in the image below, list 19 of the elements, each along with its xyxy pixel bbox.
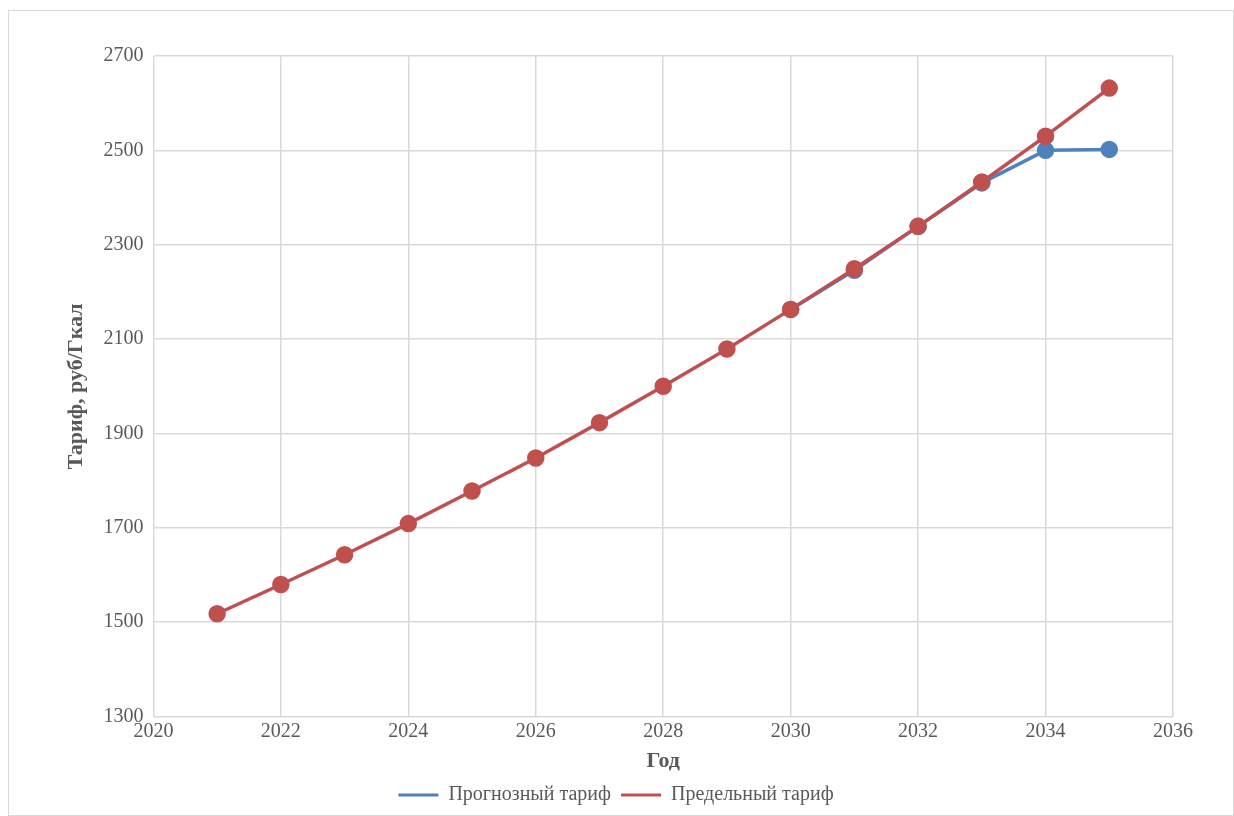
- x-axis-title: Год: [646, 747, 680, 773]
- y-tick-label: 1900: [103, 420, 144, 443]
- x-tick-label: 2032: [898, 718, 939, 741]
- legend-label: Прогнозный тариф: [448, 782, 612, 806]
- x-tick-label: 2028: [643, 718, 684, 741]
- x-tick-label: 2024: [388, 718, 429, 741]
- x-tick-label: 2030: [770, 718, 811, 741]
- y-tick-label: 2100: [103, 326, 144, 349]
- x-tick-label: 2034: [1025, 718, 1066, 741]
- y-tick-label: 2500: [103, 137, 144, 160]
- y-axis-title: Тариф, руб/Гкал: [61, 303, 87, 470]
- y-tick-label: 1700: [103, 515, 144, 538]
- x-tick-label: 2022: [260, 718, 301, 741]
- y-tick-label: 1500: [103, 609, 144, 632]
- legend-label: Предельный тариф: [671, 782, 834, 806]
- x-tick-label: 2036: [1153, 718, 1193, 741]
- y-tick-label: 2300: [103, 231, 144, 254]
- x-tick-label: 2026: [515, 718, 556, 741]
- y-tick-label: 2700: [103, 43, 144, 66]
